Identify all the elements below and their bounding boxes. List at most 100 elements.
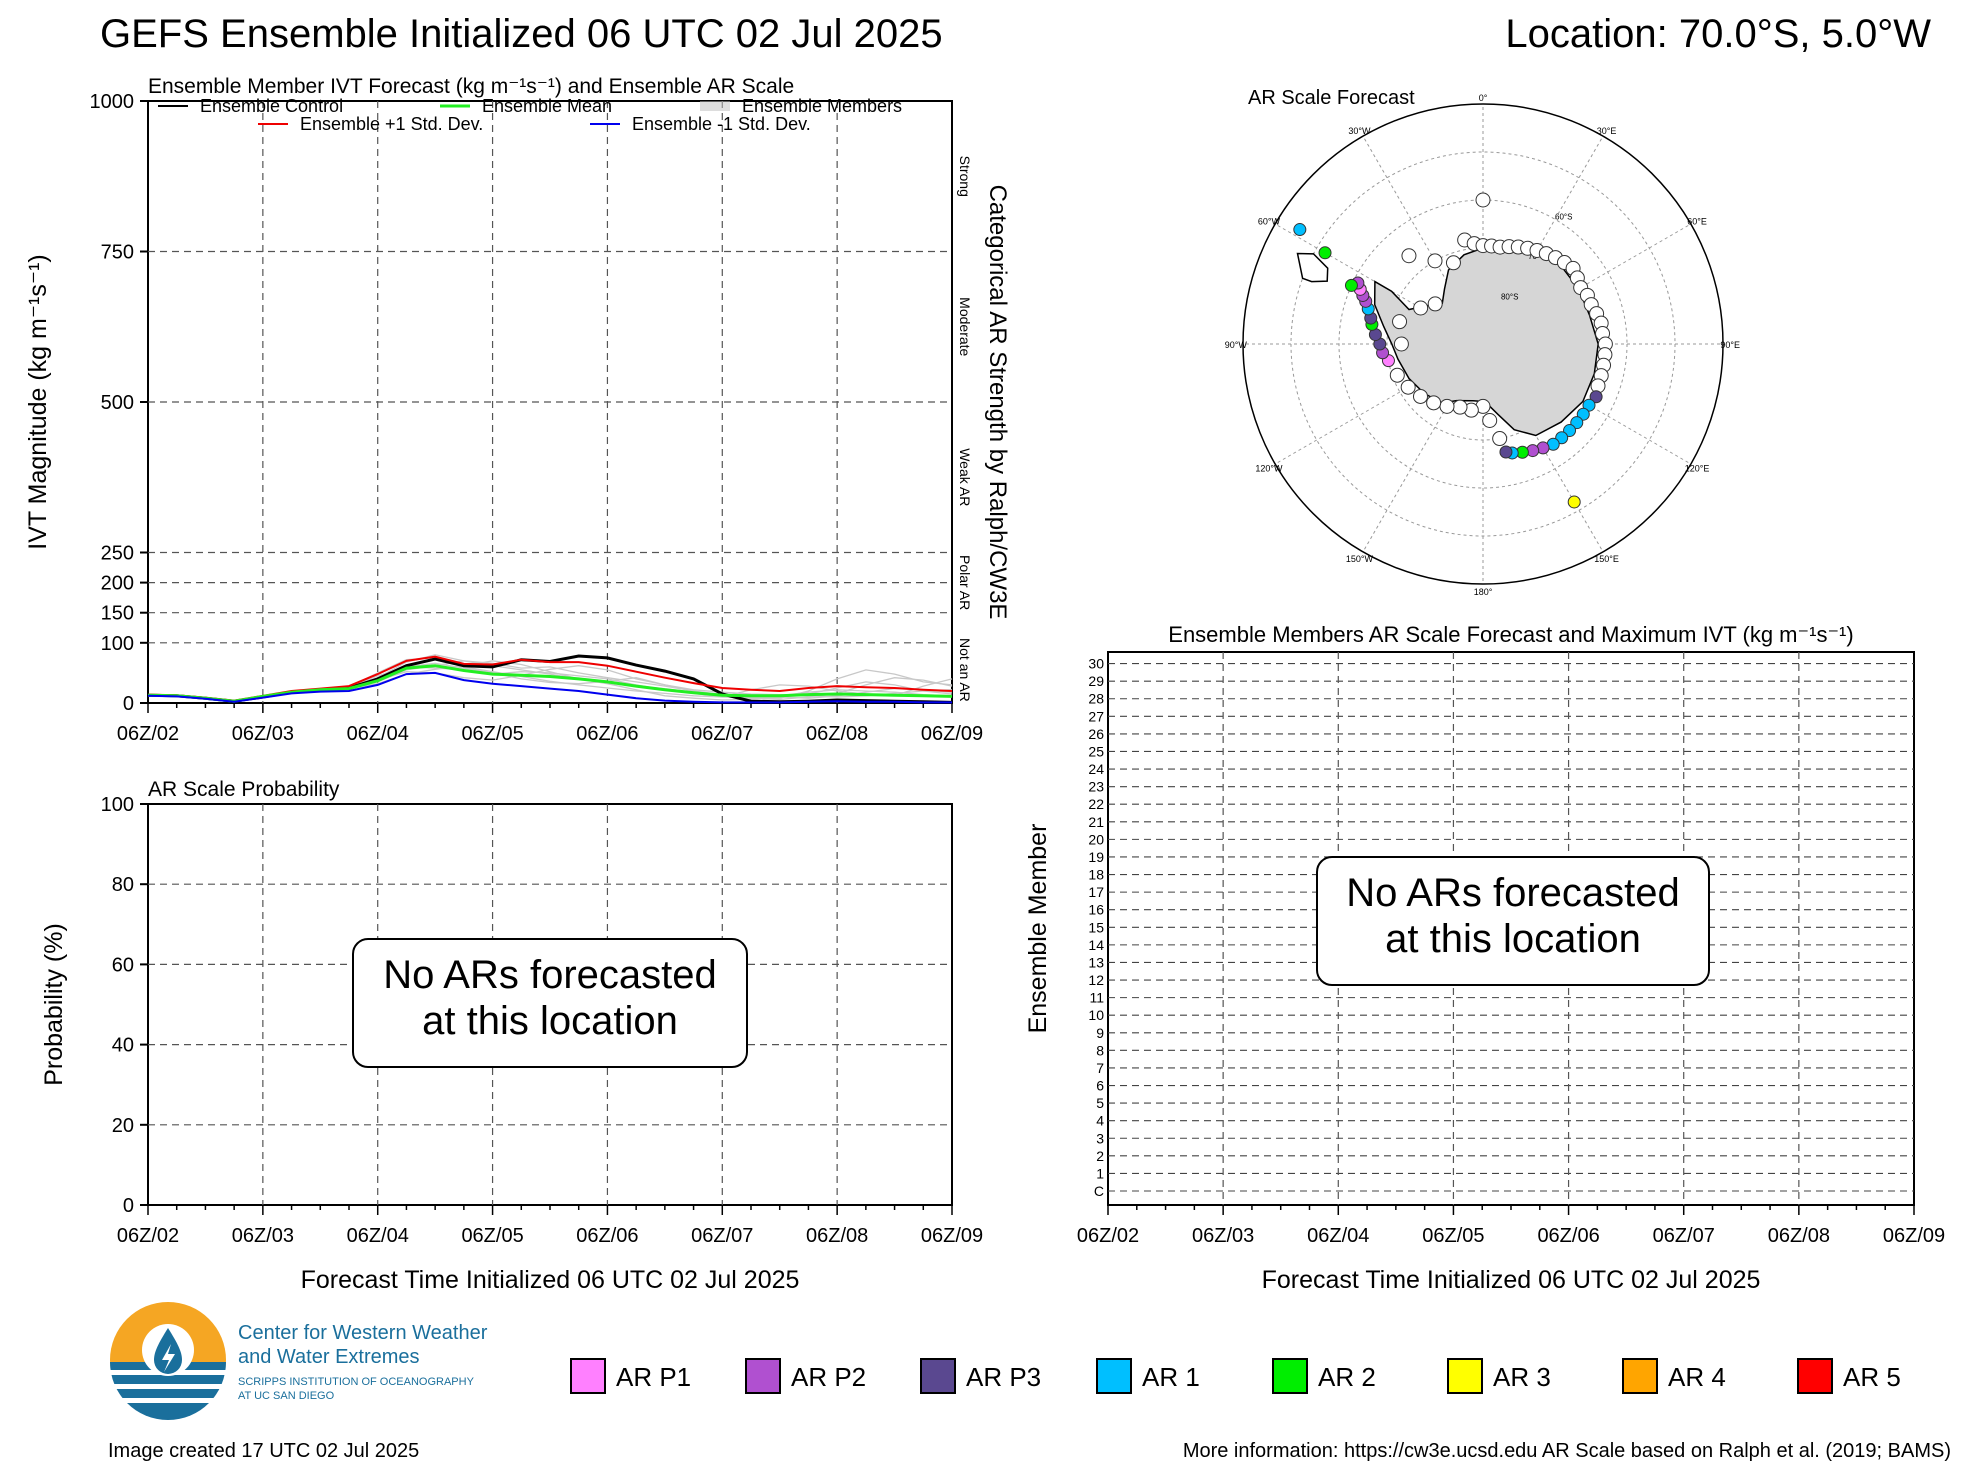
member-tick-label: 28 xyxy=(1088,691,1104,707)
longitude-label: 150°W xyxy=(1346,554,1374,564)
ar-category-label: Moderate xyxy=(957,297,973,356)
longitude-label: 60°W xyxy=(1258,216,1281,226)
meridian-line xyxy=(1274,343,1484,465)
ar-point-ar3 xyxy=(1567,495,1581,509)
x-axis-label: Forecast Time Initialized 06 UTC 02 Jul … xyxy=(1262,1266,1761,1294)
ar-legend-label: AR 1 xyxy=(1142,1362,1200,1392)
member-tick-label: 22 xyxy=(1088,796,1104,812)
cw3e-logo-icon xyxy=(110,1302,226,1420)
member-tick-label: 8 xyxy=(1096,1042,1104,1058)
ar-point-p3 xyxy=(1499,445,1513,459)
x-tick-label: 06Z/07 xyxy=(1653,1225,1715,1247)
ar-legend-label: AR 4 xyxy=(1668,1362,1726,1392)
ar-legend-swatch xyxy=(1797,1358,1833,1394)
ar-category-label: Weak AR xyxy=(957,448,973,506)
more-info-text: More information: https://cw3e.ucsd.edu … xyxy=(1182,1440,1951,1462)
y-axis-label: Probability (%) xyxy=(40,923,68,1086)
member-tick-label: 7 xyxy=(1096,1060,1104,1076)
ar-point-none xyxy=(1413,300,1429,316)
longitude-label: 150°E xyxy=(1594,554,1619,564)
logo-line4: AT UC SAN DIEGO xyxy=(238,1390,335,1402)
member-tick-label: 9 xyxy=(1096,1025,1104,1041)
x-tick-label: 06Z/04 xyxy=(347,1225,409,1247)
meridian-line xyxy=(1362,135,1484,345)
right-axis-label: Categorical AR Strength by Ralph/CW3E xyxy=(984,185,1011,620)
ar-point-none xyxy=(1475,192,1491,208)
image-created-text: Image created 17 UTC 02 Jul 2025 xyxy=(108,1440,420,1462)
logo-line2: and Water Extremes xyxy=(238,1346,420,1368)
ar-legend-swatch xyxy=(1272,1358,1308,1394)
ar-legend-label: AR 3 xyxy=(1493,1362,1551,1392)
x-tick-label: 06Z/02 xyxy=(1077,1225,1139,1247)
no-ar-message-line1: No ARs forecasted xyxy=(383,953,717,997)
ar-point-p3 xyxy=(1589,390,1603,404)
ar-point-none xyxy=(1492,431,1508,447)
member-tick-label: 16 xyxy=(1088,902,1104,918)
no-ar-message-line1: No ARs forecasted xyxy=(1346,871,1680,915)
member-tick-label: 29 xyxy=(1088,673,1104,689)
x-tick-label: 06Z/07 xyxy=(691,723,753,745)
ar-scale-map: AR Scale Forecast 0° 30°E 60°E 90°E 120°E 150°… xyxy=(1225,87,1740,597)
member-tick-label: 27 xyxy=(1088,708,1104,724)
ar-point-ar2 xyxy=(1318,246,1332,260)
ar-category-label: Not an AR xyxy=(957,638,973,702)
map-title: AR Scale Forecast xyxy=(1248,87,1415,109)
ar-point-ar2 xyxy=(1344,278,1358,292)
ar-legend-label: AR 5 xyxy=(1843,1362,1901,1392)
x-tick-label: 06Z/04 xyxy=(347,723,409,745)
ar-point-none xyxy=(1452,399,1468,415)
member-tick-label: 2 xyxy=(1096,1148,1104,1164)
ar-legend-label: AR 2 xyxy=(1318,1362,1376,1392)
ar-point-none xyxy=(1400,379,1416,395)
x-tick-label: 06Z/02 xyxy=(117,723,179,745)
no-ar-message-line2: at this location xyxy=(422,999,678,1043)
x-tick-label: 06Z/07 xyxy=(691,1225,753,1247)
y-tick-label: 100 xyxy=(101,794,134,816)
x-tick-label: 06Z/03 xyxy=(1192,1225,1254,1247)
x-tick-label: 06Z/09 xyxy=(921,1225,983,1247)
logo-line3: SCRIPPS INSTITUTION OF OCEANOGRAPHY xyxy=(238,1376,474,1388)
member-tick-label: 11 xyxy=(1089,990,1104,1006)
y-tick-label: 40 xyxy=(112,1035,134,1057)
ar-point-none xyxy=(1393,336,1409,352)
longitude-label: 90°E xyxy=(1720,340,1740,350)
ar-point-none xyxy=(1392,314,1408,330)
y-tick-label: 20 xyxy=(112,1115,134,1137)
ar-legend-swatch xyxy=(745,1358,781,1394)
x-tick-label: 06Z/06 xyxy=(576,723,638,745)
x-tick-label: 06Z/03 xyxy=(232,723,294,745)
x-tick-label: 06Z/06 xyxy=(576,1225,638,1247)
ar-legend-swatch xyxy=(1447,1358,1483,1394)
longitude-label: 120°E xyxy=(1685,464,1710,474)
chart-title: Ensemble Member IVT Forecast (kg m⁻¹s⁻¹)… xyxy=(148,75,794,98)
ar-point-none xyxy=(1389,367,1405,383)
ar-point-none xyxy=(1482,413,1498,429)
member-tick-label: 15 xyxy=(1088,919,1104,935)
x-tick-label: 06Z/09 xyxy=(1883,1225,1945,1247)
ar-point-none xyxy=(1445,255,1461,271)
no-ar-message-probability: No ARs forecasted at this location xyxy=(352,938,748,1068)
member-tick-label: 6 xyxy=(1096,1078,1104,1094)
y-tick-label: 0 xyxy=(123,1195,134,1217)
x-tick-label: 06Z/03 xyxy=(232,1225,294,1247)
x-tick-label: 06Z/08 xyxy=(806,723,868,745)
x-tick-label: 06Z/05 xyxy=(461,1225,523,1247)
series-line xyxy=(147,664,953,703)
legend-label: Ensemble Mean xyxy=(482,96,612,116)
member-tick-label: 25 xyxy=(1088,743,1104,759)
member-tick-label: 20 xyxy=(1088,831,1104,847)
x-axis-label: Forecast Time Initialized 06 UTC 02 Jul … xyxy=(301,1266,800,1294)
ar-point-none xyxy=(1401,248,1417,264)
member-tick-label: 3 xyxy=(1096,1130,1104,1146)
longitude-label: 30°E xyxy=(1597,126,1617,136)
x-tick-label: 06Z/04 xyxy=(1307,1225,1369,1247)
y-tick-label: 1000 xyxy=(90,91,135,113)
logo-line1: Center for Western Weather xyxy=(238,1322,488,1344)
member-tick-label: 4 xyxy=(1096,1113,1104,1129)
member-tick-label: 21 xyxy=(1088,814,1104,830)
member-tick-label: C xyxy=(1094,1183,1104,1199)
longitude-label: 90°W xyxy=(1225,340,1248,350)
no-ar-message-members: No ARs forecasted at this location xyxy=(1316,856,1710,986)
member-tick-label: 1 xyxy=(1096,1165,1104,1181)
